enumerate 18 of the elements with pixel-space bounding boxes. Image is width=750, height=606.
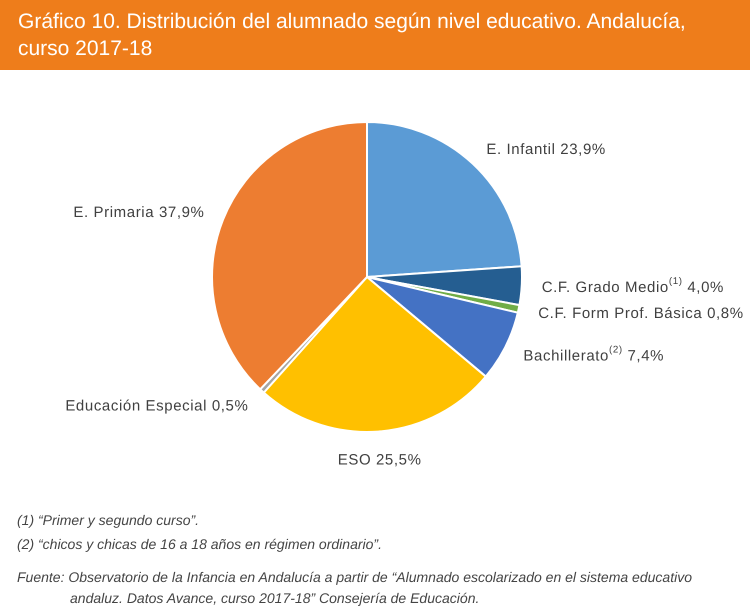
slice-label: Bachillerato$^{(2)}$ xyxy=(523,344,623,364)
data-label: 37,9% xyxy=(154,204,204,221)
slice-label: E. Primaria xyxy=(73,204,154,221)
data-label: 0,5% xyxy=(207,397,248,414)
data-label: 7,4% xyxy=(622,346,664,364)
source-note: Fuente: Observatorio de la Infancia en Andalucía a partir de “Alumnado escolarizado en el sistema educativo andaluz. Datos Avance, curso 2017-18” Consejería de Educación. xyxy=(17,568,693,606)
slice-label: E. Infantil xyxy=(486,140,556,158)
chart-title: Gráfico 10. Distribución del alumnado según nivel educativo. Andalucía, curso 2017-18 xyxy=(18,9,687,62)
slice-label: C.F. Form Prof. Básica xyxy=(538,304,702,322)
data-label: 4,0% xyxy=(682,278,724,296)
slice-label: ESO xyxy=(338,451,372,468)
data-label: 0,8% xyxy=(702,304,744,322)
data-label: 25,5% xyxy=(371,451,422,468)
slice-label: C.F. Grado Medio$^{(1)}$ xyxy=(542,276,683,296)
slice-label: Educación Especial xyxy=(65,397,208,414)
data-label: 23,9% xyxy=(556,140,606,158)
text: (2) “chicos y chicas de 16 a 18 años en régimen ordinario”. xyxy=(17,535,383,554)
text: (1) “Primer y segundo curso”. xyxy=(17,511,200,530)
